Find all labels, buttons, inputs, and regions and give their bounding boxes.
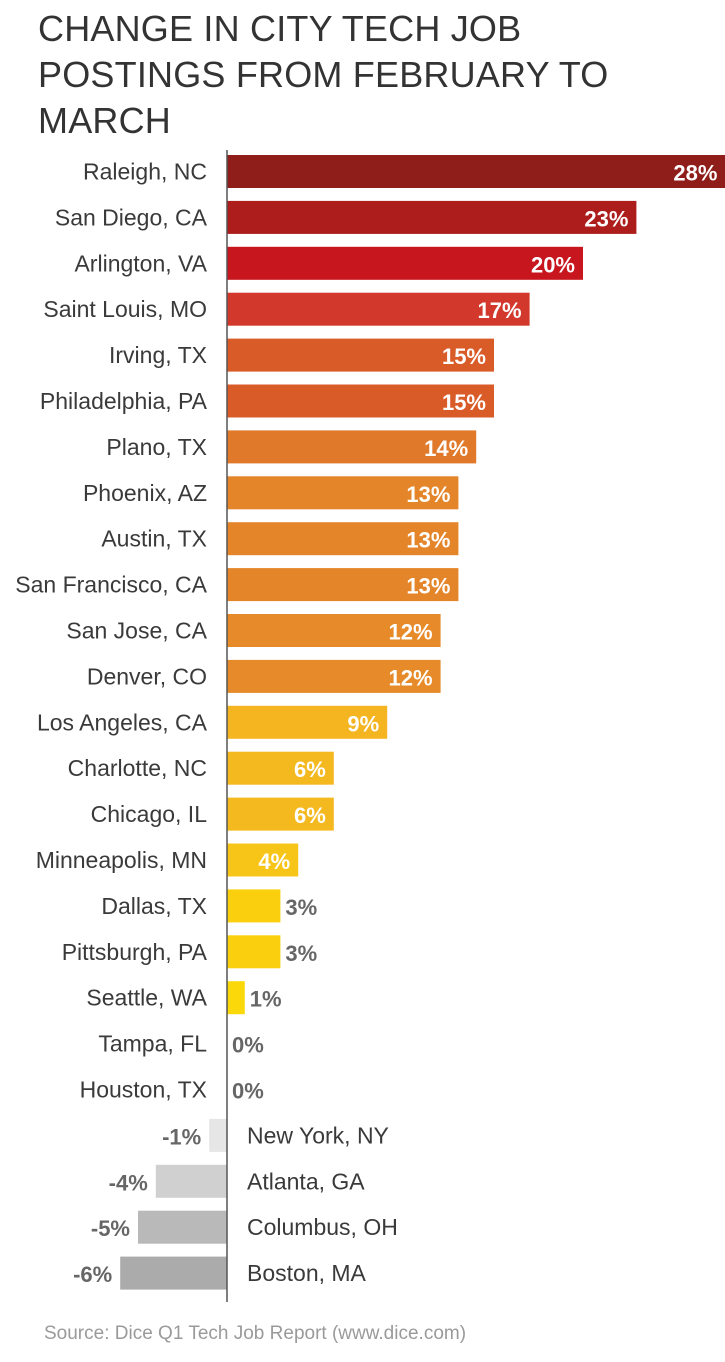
- category-label: Denver, CO: [87, 663, 207, 689]
- value-label: 9%: [347, 711, 379, 736]
- category-label: Chicago, IL: [91, 801, 208, 827]
- category-label: San Jose, CA: [66, 618, 207, 644]
- value-label: -4%: [109, 1170, 148, 1195]
- bar: [227, 430, 477, 464]
- chart-title: CHANGE IN CITY TECH JOB POSTINGS FROM FE…: [38, 8, 609, 141]
- category-label: New York, NY: [247, 1122, 389, 1148]
- category-label: Minneapolis, MN: [36, 847, 207, 873]
- bar: [227, 200, 637, 234]
- category-label: Austin, TX: [101, 526, 207, 552]
- bar: [227, 751, 334, 785]
- value-label: 3%: [285, 941, 317, 966]
- value-label: 20%: [531, 252, 575, 277]
- source-note: Source: Dice Q1 Tech Job Report (www.dic…: [44, 1323, 467, 1344]
- value-label: -6%: [73, 1262, 112, 1287]
- category-label: Pittsburgh, PA: [62, 939, 208, 965]
- bar: [138, 1210, 227, 1244]
- category-label: Seattle, WA: [86, 985, 207, 1011]
- bar: [227, 522, 459, 556]
- category-label: Houston, TX: [80, 1077, 207, 1103]
- category-label: Phoenix, AZ: [83, 480, 207, 506]
- value-label: 13%: [406, 482, 450, 507]
- value-label: 4%: [258, 849, 290, 874]
- category-label: San Francisco, CA: [15, 572, 207, 598]
- category-label: Dallas, TX: [101, 893, 207, 919]
- category-label: Arlington, VA: [74, 250, 207, 276]
- bar: [227, 843, 299, 877]
- bar: [209, 1118, 227, 1152]
- value-label: 15%: [442, 344, 486, 369]
- bar: [227, 338, 494, 372]
- bar: [227, 476, 459, 510]
- category-label: Saint Louis, MO: [43, 296, 207, 322]
- value-label: -1%: [162, 1124, 201, 1149]
- category-label: Tampa, FL: [98, 1031, 207, 1057]
- bar: [227, 246, 583, 280]
- value-label: 17%: [478, 298, 522, 323]
- bar: [227, 981, 245, 1015]
- value-label: 15%: [442, 390, 486, 415]
- value-label: 13%: [406, 574, 450, 599]
- value-label: -5%: [91, 1216, 130, 1241]
- category-label: Charlotte, NC: [68, 755, 207, 781]
- bar: [227, 155, 725, 188]
- category-label: Plano, TX: [106, 434, 207, 460]
- bar: [227, 292, 530, 326]
- category-label: Irving, TX: [109, 342, 207, 368]
- value-label: 0%: [232, 1033, 264, 1058]
- value-label: 0%: [232, 1079, 264, 1104]
- bar: [227, 705, 388, 739]
- bar: [227, 568, 459, 602]
- bar: [227, 797, 334, 831]
- value-label: 6%: [294, 803, 326, 828]
- category-label: Raleigh, NC: [83, 159, 207, 185]
- value-label: 1%: [250, 987, 282, 1012]
- category-label: Boston, MA: [247, 1260, 367, 1286]
- value-label: 14%: [424, 436, 468, 461]
- value-label: 12%: [389, 620, 433, 645]
- category-label: Los Angeles, CA: [37, 709, 208, 735]
- value-label: 13%: [406, 528, 450, 553]
- category-label: Columbus, OH: [247, 1214, 398, 1240]
- category-label: Atlanta, GA: [247, 1168, 365, 1194]
- value-label: 6%: [294, 757, 326, 782]
- value-label: 3%: [285, 895, 317, 920]
- bars-layer: Raleigh, NC 28% San Diego, CA 23% Arlington,…: [15, 155, 725, 1290]
- category-label: Philadelphia, PA: [40, 388, 208, 414]
- bar: [227, 384, 494, 418]
- value-label: 28%: [673, 161, 717, 186]
- value-label: 12%: [389, 665, 433, 690]
- bar: [227, 889, 281, 923]
- bar: [227, 935, 281, 969]
- bar: [227, 659, 441, 693]
- value-label: 23%: [584, 206, 628, 231]
- bar: [227, 614, 441, 647]
- category-label: San Diego, CA: [55, 204, 208, 230]
- bar: [155, 1164, 227, 1198]
- bar: [120, 1256, 227, 1290]
